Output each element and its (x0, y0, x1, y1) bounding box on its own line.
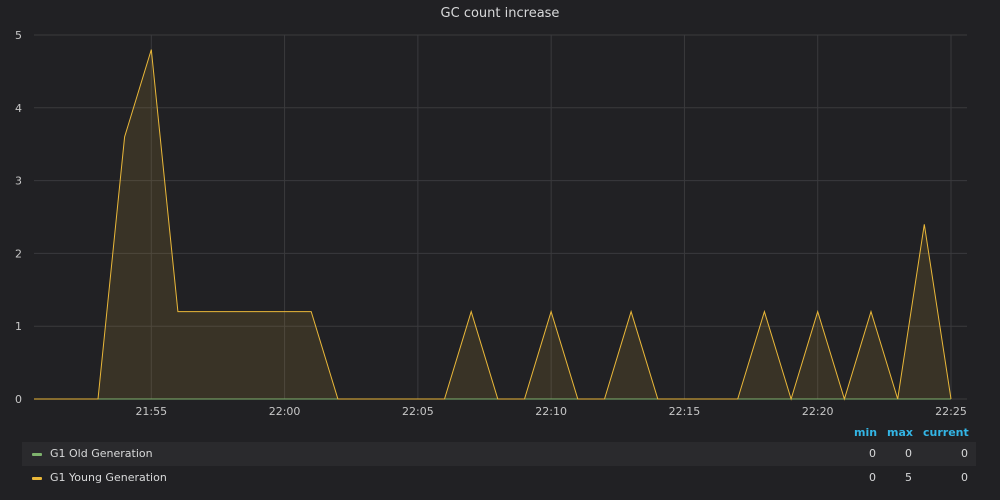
chart-lines (34, 49, 952, 401)
legend-max-value: 0 (905, 447, 912, 460)
legend-header: min max current (22, 426, 976, 442)
legend-min-value: 0 (869, 471, 876, 484)
x-tick-label: 22:15 (669, 405, 701, 418)
legend-current-value: 0 (961, 447, 968, 460)
y-tick-label: 0 (15, 393, 22, 406)
legend-header-min[interactable]: min (854, 426, 878, 439)
legend-min-value: 0 (869, 447, 876, 460)
legend-row-old-generation[interactable]: G1 Old Generation 0 0 0 (22, 442, 976, 466)
y-tick-label: 4 (15, 102, 22, 115)
chart-svg[interactable]: 0 1 2 3 4 5 21:55 22:00 22:05 22:10 22:15 22:20 22:… (0, 0, 1000, 420)
x-tick-label: 22:20 (802, 405, 834, 418)
legend-header-max[interactable]: max (887, 426, 913, 439)
legend-row-young-generation[interactable]: G1 Young Generation 0 5 0 (22, 466, 976, 490)
y-axis-ticks: 0 1 2 3 4 5 (15, 29, 22, 406)
legend: min max current G1 Old Generation 0 0 0 … (22, 426, 976, 490)
x-tick-label: 22:25 (935, 405, 967, 418)
legend-swatch-old-generation (32, 453, 42, 456)
x-tick-label: 22:10 (535, 405, 567, 418)
x-tick-label: 22:00 (269, 405, 301, 418)
y-tick-label: 3 (15, 175, 22, 188)
x-tick-label: 21:55 (135, 405, 167, 418)
series-line-1 (34, 49, 952, 401)
legend-label[interactable]: G1 Old Generation (50, 447, 153, 460)
legend-header-current[interactable]: current (923, 426, 969, 439)
series-area-1 (34, 49, 951, 399)
y-tick-label: 1 (15, 320, 22, 333)
legend-current-value: 0 (961, 471, 968, 484)
legend-swatch-young-generation (32, 477, 42, 480)
panel-title: GC count increase (440, 6, 560, 21)
chart-areas (34, 49, 951, 399)
y-tick-label: 2 (15, 247, 22, 260)
x-tick-label: 22:05 (402, 405, 434, 418)
legend-label[interactable]: G1 Young Generation (50, 471, 167, 484)
legend-max-value: 5 (905, 471, 912, 484)
y-tick-label: 5 (15, 29, 22, 42)
x-axis-ticks: 21:55 22:00 22:05 22:10 22:15 22:20 22:25 (135, 405, 966, 418)
